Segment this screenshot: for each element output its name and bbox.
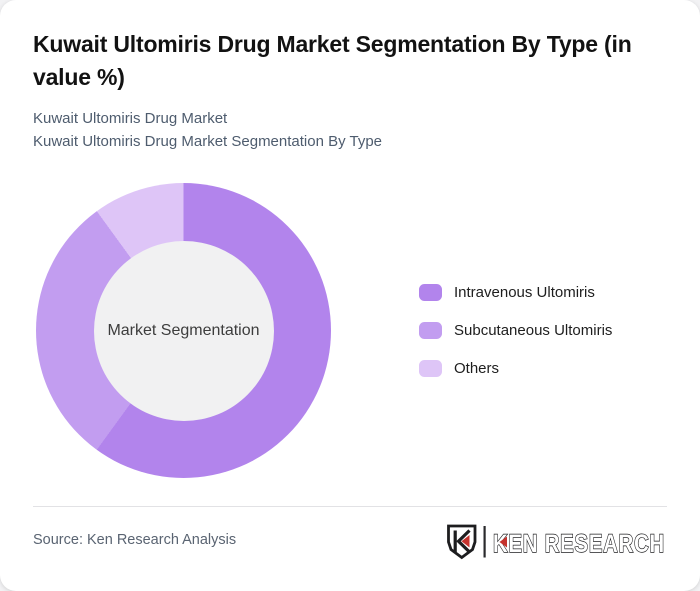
legend-label: Subcutaneous Ultomiris xyxy=(454,322,613,339)
shield-k-triangle xyxy=(461,535,470,548)
chart-subtitle: Kuwait Ultomiris Drug Market Kuwait Ulto… xyxy=(33,107,382,153)
ken-research-logo-svg: KEN RESEARCH xyxy=(447,524,665,560)
legend-label: Others xyxy=(454,360,500,377)
legend-swatch xyxy=(419,322,442,339)
page-title: Kuwait Ultomiris Drug Market Segmentatio… xyxy=(33,31,632,90)
legend-item: Subcutaneous Ultomiris xyxy=(419,322,612,339)
brand-k-triangle xyxy=(499,536,507,548)
donut-center-label: Market Segmentation xyxy=(107,321,260,339)
legend-swatch xyxy=(419,284,442,301)
donut-hole: Market Segmentation xyxy=(93,240,274,421)
subtitle-line-2: Kuwait Ultomiris Drug Market Segmentatio… xyxy=(33,133,383,150)
legend-item: Intravenous Ultomiris xyxy=(419,284,612,301)
footer-divider xyxy=(33,506,667,507)
legend-swatch xyxy=(419,360,442,377)
subtitle-line-1: Kuwait Ultomiris Drug Market xyxy=(33,110,228,127)
donut-chart: Market Segmentation xyxy=(36,183,331,478)
legend-label: Intravenous Ultomiris xyxy=(454,284,595,301)
source-text: Source: Ken Research Analysis xyxy=(33,532,237,548)
legend: Intravenous Ultomiris Subcutaneous Ultomi… xyxy=(419,284,612,377)
logo-separator xyxy=(483,526,486,558)
ken-research-logo: KEN RESEARCH xyxy=(445,523,669,565)
shield-icon xyxy=(447,524,477,560)
legend-item: Others xyxy=(419,360,612,377)
brand-text: KEN RESEARCH xyxy=(493,530,665,558)
